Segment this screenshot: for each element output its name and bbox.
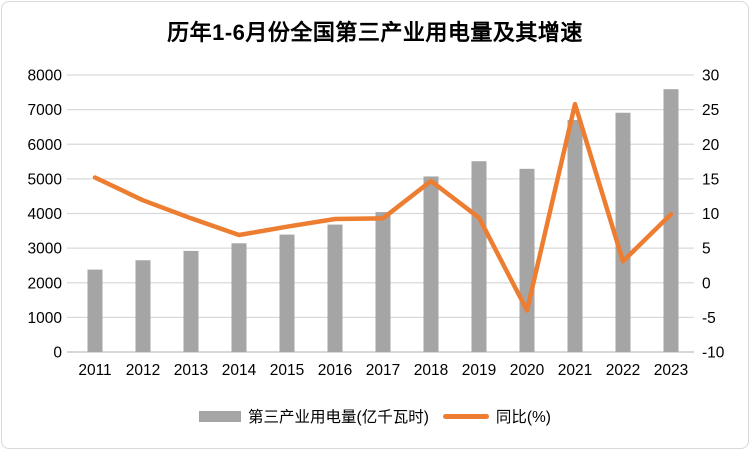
bar-2021 <box>567 120 583 352</box>
right-axis-tick-label: -5 <box>702 310 716 327</box>
x-axis-label-2013: 2013 <box>174 362 208 379</box>
bar-2013 <box>183 250 199 352</box>
x-axis-label-2020: 2020 <box>510 362 545 379</box>
right-axis-tick-label: 20 <box>702 137 720 154</box>
legend-line-swatch-icon <box>442 413 489 419</box>
right-axis-tick-label: 25 <box>702 102 719 119</box>
right-axis-tick-label: 5 <box>702 241 711 258</box>
bar-2017 <box>375 212 391 352</box>
x-axis-label-2021: 2021 <box>558 362 592 379</box>
right-axis-tick-label: -10 <box>702 345 725 362</box>
bar-2016 <box>327 224 343 352</box>
bar-2012 <box>135 260 151 352</box>
left-axis-tick-label: 4000 <box>28 206 63 223</box>
x-axis-label-2018: 2018 <box>414 362 448 379</box>
left-axis-tick-label: 7000 <box>28 102 63 119</box>
left-axis-tick-label: 3000 <box>28 241 63 258</box>
bar-2019 <box>471 161 487 352</box>
x-axis-label-2016: 2016 <box>318 362 352 379</box>
legend-item-bar-series: 第三产业用电量(亿千瓦时) <box>199 405 429 427</box>
legend-line-label: 同比(%) <box>495 409 551 426</box>
left-axis-tick-label: 2000 <box>28 275 63 292</box>
bar-2018 <box>423 176 439 352</box>
bar-2014 <box>231 243 247 352</box>
legend-item-line-series: 同比(%) <box>442 405 551 427</box>
bar-2011 <box>87 269 103 352</box>
right-axis-tick-label: 10 <box>702 206 720 223</box>
legend: 第三产业用电量(亿千瓦时) 同比(%) <box>2 405 748 427</box>
bar-2022 <box>615 112 631 353</box>
x-axis-label-2019: 2019 <box>462 362 496 379</box>
growth-rate-line <box>92 101 674 313</box>
x-axis-label-2017: 2017 <box>366 362 400 379</box>
left-axis-tick-label: 5000 <box>28 171 63 188</box>
left-axis-tick-label: 6000 <box>28 137 63 154</box>
bar-2020 <box>519 168 535 352</box>
bar-2015 <box>279 234 295 352</box>
right-axis-tick-label: 15 <box>702 171 719 188</box>
x-axis-label-2015: 2015 <box>270 362 304 379</box>
legend-bar-label: 第三产业用电量(亿千瓦时) <box>248 409 429 426</box>
left-axis-tick-label: 8000 <box>28 68 63 85</box>
x-axis-label-2022: 2022 <box>606 362 640 379</box>
chart-title: 历年1-6月份全国第三产业用电量及其增速 <box>167 20 583 45</box>
left-axis-tick-label: 0 <box>53 345 62 362</box>
right-axis-tick-label: 0 <box>702 275 711 292</box>
x-axis-label-2011: 2011 <box>78 362 111 379</box>
x-axis-label-2023: 2023 <box>654 362 688 379</box>
left-axis-tick-label: 1000 <box>28 310 63 327</box>
legend-bar-swatch-icon <box>199 410 242 422</box>
bar-2023 <box>663 89 679 352</box>
x-axis-label-2012: 2012 <box>126 362 160 379</box>
x-axis-label-2014: 2014 <box>222 362 257 379</box>
right-axis-tick-label: 30 <box>702 68 720 85</box>
